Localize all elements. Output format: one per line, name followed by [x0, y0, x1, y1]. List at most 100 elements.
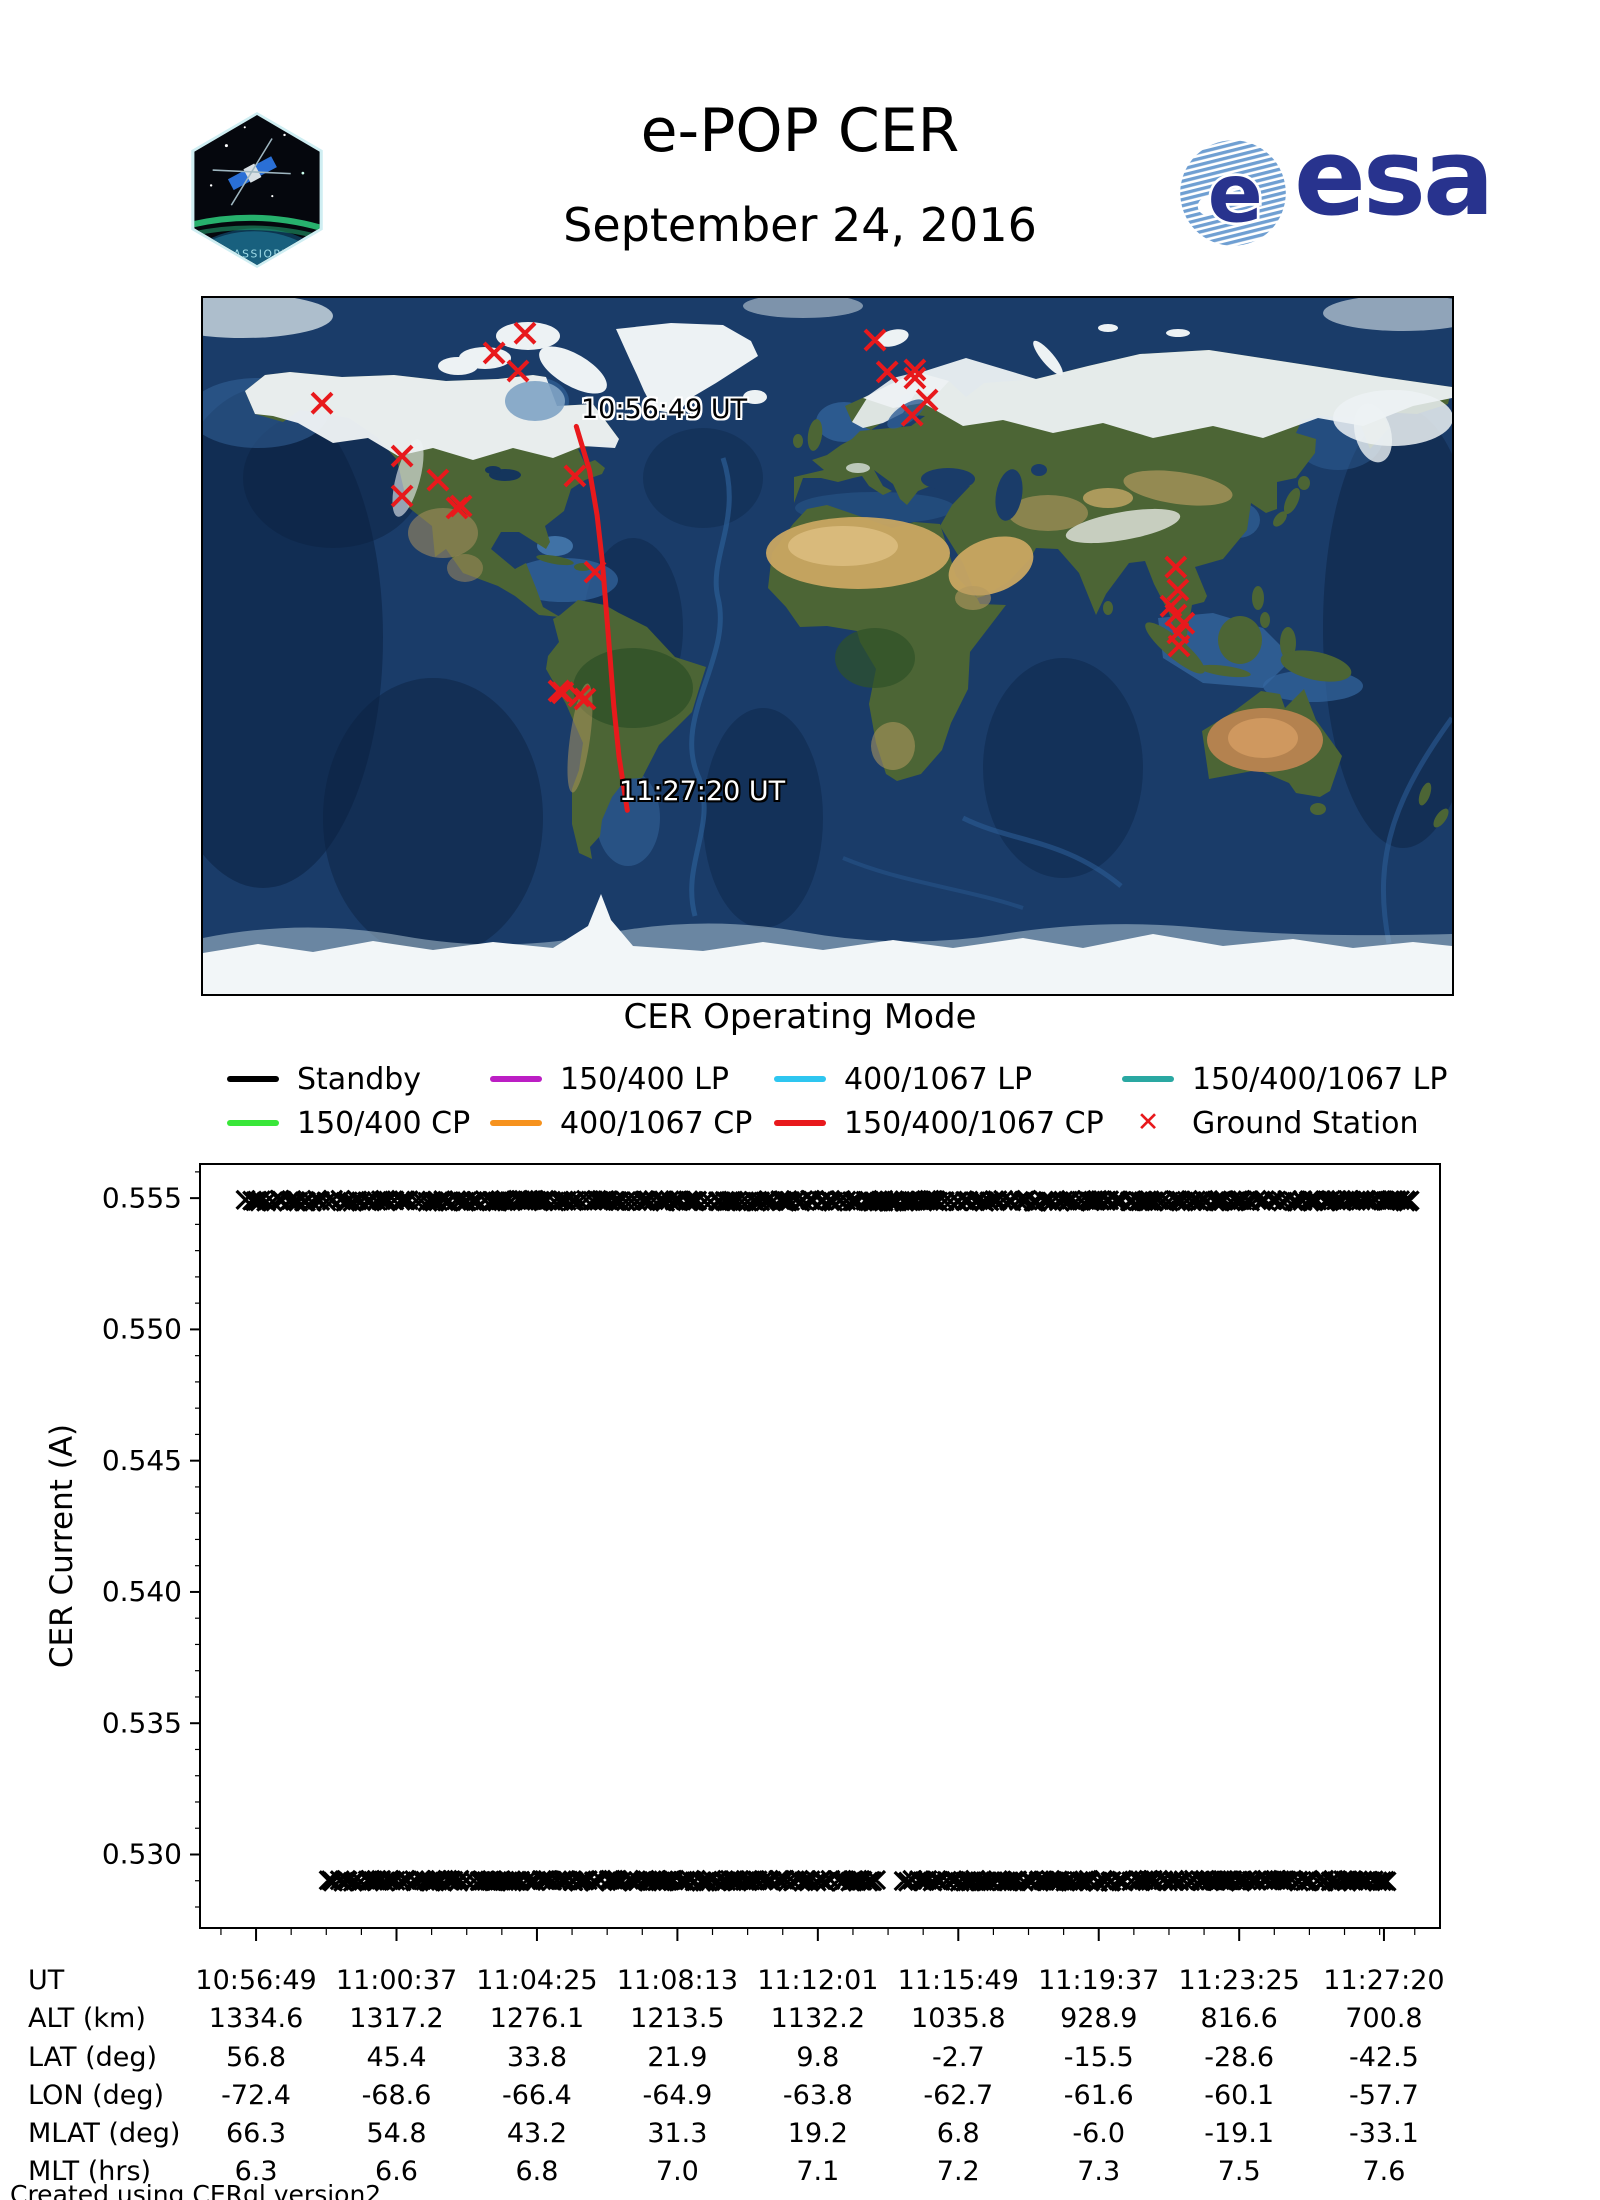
table-cell-ut-6: 11:19:37 — [1038, 1965, 1160, 1996]
track-end-time-label: 11:27:20 UT — [619, 776, 786, 807]
scatter-band-0 — [235, 1189, 1420, 1212]
page-title: e-POP CER — [640, 96, 960, 166]
table-cell-ut-5: 11:15:49 — [897, 1965, 1019, 1996]
esa-logo: e esa — [1178, 116, 1498, 254]
legend-line-swatch — [227, 1120, 279, 1126]
table-cell-mlat-deg--5: 6.8 — [936, 2118, 980, 2149]
table-cell-ut-1: 11:00:37 — [335, 1965, 458, 1996]
table-cell-mlat-deg--1: 54.8 — [366, 2118, 427, 2149]
legend-x-marker-icon: ✕ — [1136, 1107, 1160, 1138]
table-cell-alt-km--3: 1213.5 — [630, 2003, 725, 2034]
table-cell-lon-deg--0: -72.4 — [221, 2080, 291, 2111]
y-tick-label: 0.535 — [102, 1706, 182, 1739]
table-cell-mlat-deg--7: -19.1 — [1204, 2118, 1275, 2149]
cassiope-patch-art: CASSIOPE — [191, 112, 323, 268]
legend-line-swatch — [227, 1076, 279, 1082]
legend-item-standby: Standby — [227, 1060, 421, 1098]
table-cell-lat-deg--2: 33.8 — [506, 2042, 567, 2073]
table-cell-ut-4: 11:12:01 — [757, 1965, 879, 1996]
table-cell-lat-deg--1: 45.4 — [366, 2042, 427, 2073]
table-cell-alt-km--5: 1035.8 — [911, 2003, 1006, 2034]
greenland — [616, 323, 758, 414]
page-date: September 24, 2016 — [563, 198, 1037, 252]
y-tick-label: 0.540 — [102, 1575, 182, 1608]
table-cell-mlt-hrs--8: 7.6 — [1362, 2156, 1406, 2187]
table-cell-alt-km--8: 700.8 — [1345, 2003, 1423, 2034]
svg-text:e: e — [1208, 147, 1263, 242]
table-cell-mlt-hrs--6: 7.3 — [1077, 2156, 1121, 2187]
y-tick-label: 0.550 — [102, 1313, 182, 1346]
table-cell-lon-deg--1: -68.6 — [361, 2080, 432, 2111]
satellite-ground-track — [573, 423, 630, 813]
table-cell-mlt-hrs--0: 6.3 — [234, 2156, 278, 2187]
legend-line-swatch — [774, 1076, 826, 1082]
new-guinea — [1280, 650, 1352, 682]
caspian-sea — [995, 469, 1023, 521]
table-cell-mlt-hrs--2: 6.8 — [515, 2156, 559, 2187]
table-cell-lon-deg--6: -61.6 — [1063, 2080, 1134, 2111]
cer-current-plot: 0.530 0.535 0.540 0.545 0.550 0.555 CER Curren… — [44, 1163, 1441, 1941]
axes: 0.530 0.535 0.540 0.545 0.550 0.555 CER Curren… — [44, 1171, 1416, 1941]
footer-note: Created using CERql version2 — [10, 2180, 382, 2200]
svalbard — [877, 329, 909, 347]
patch-satellite — [212, 138, 291, 206]
siberia-snow — [863, 350, 1452, 438]
table-cell-lat-deg--0: 56.8 — [225, 2042, 287, 2073]
table-cell-mlt-hrs--3: 7.0 — [655, 2156, 699, 2187]
ground-track-map: 10:56:49 UT 11:27:20 UT — [201, 296, 1454, 996]
table-cell-ut-2: 11:04:25 — [476, 1965, 598, 1996]
table-cell-mlt-hrs--7: 7.5 — [1217, 2156, 1261, 2187]
borneo — [1218, 616, 1262, 664]
table-cell-ut-3: 11:08:13 — [616, 1965, 739, 1996]
table-row-label-lat-deg-: LAT (deg) — [28, 2042, 158, 2073]
table-row-label-mlt-hrs-: MLT (hrs) — [28, 2156, 152, 2187]
table-cell-lat-deg--3: 21.9 — [647, 2042, 708, 2073]
legend-title: CER Operating Mode — [623, 997, 977, 1037]
legend-line-swatch — [774, 1120, 826, 1126]
legend-label: 400/1067 CP — [560, 1105, 753, 1141]
map-dynamic-layer — [310, 321, 1196, 813]
table-row-label-lon-deg-: LON (deg) — [28, 2080, 165, 2111]
table-cell-alt-km--7: 816.6 — [1200, 2003, 1278, 2034]
table-cell-ut-8: 11:27:20 — [1323, 1965, 1445, 1996]
table-cell-mlt-hrs--4: 7.1 — [796, 2156, 840, 2187]
table-cell-alt-km--1: 1317.2 — [349, 2003, 444, 2034]
table-cell-mlat-deg--0: 66.3 — [225, 2118, 287, 2149]
great-britain — [807, 419, 823, 451]
table-cell-lon-deg--7: -60.1 — [1204, 2080, 1275, 2111]
table-cell-mlat-deg--6: -6.0 — [1072, 2118, 1126, 2149]
legend-line-swatch — [490, 1120, 542, 1126]
legend-label: 150/400/1067 LP — [1192, 1061, 1448, 1097]
legend-item-400-1067-cp: 400/1067 CP — [490, 1104, 752, 1142]
esa-wordmark: esa — [1294, 116, 1495, 239]
table-row-label-alt-km-: ALT (km) — [28, 2003, 146, 2034]
table-cell-mlat-deg--2: 43.2 — [506, 2118, 567, 2149]
iceland — [743, 390, 767, 404]
table-cell-lon-deg--5: -62.7 — [923, 2080, 994, 2111]
legend-item-150-400-cp: 150/400 CP — [227, 1104, 470, 1142]
table-cell-mlt-hrs--5: 7.2 — [936, 2156, 980, 2187]
table-cell-lat-deg--5: -2.7 — [931, 2042, 985, 2073]
table-cell-mlat-deg--3: 31.3 — [647, 2118, 708, 2149]
esa-globe-icon: e — [1180, 140, 1286, 246]
table-cell-mlat-deg--8: -33.1 — [1349, 2118, 1419, 2149]
legend-item-ground-station: ✕ Ground Station — [1122, 1104, 1419, 1142]
himalaya-snow — [1065, 508, 1181, 544]
y-tick-label: 0.555 — [102, 1181, 182, 1214]
table-cell-lon-deg--3: -64.9 — [642, 2080, 713, 2111]
table-cell-alt-km--4: 1132.2 — [770, 2003, 866, 2034]
plot-frame — [199, 1163, 1441, 1929]
scatter-band-1 — [318, 1869, 1397, 1892]
table-cell-alt-km--0: 1334.6 — [208, 2003, 304, 2034]
legend-item-150-400-1067-cp: 150/400/1067 CP — [774, 1104, 1104, 1142]
patch-aurora — [194, 214, 320, 238]
y-axis-label: CER Current (A) — [44, 1424, 80, 1668]
table-cell-lon-deg--4: -63.8 — [782, 2080, 853, 2111]
legend-label: 150/400 CP — [297, 1105, 471, 1141]
track-start-time-label: 10:56:49 UT — [581, 394, 748, 425]
y-tick-label: 0.545 — [102, 1444, 182, 1477]
table-cell-alt-km--2: 1276.1 — [489, 2003, 585, 2034]
legend-label: 150/400 LP — [560, 1061, 729, 1097]
legend-line-swatch — [490, 1076, 542, 1082]
black-sea — [921, 468, 975, 490]
